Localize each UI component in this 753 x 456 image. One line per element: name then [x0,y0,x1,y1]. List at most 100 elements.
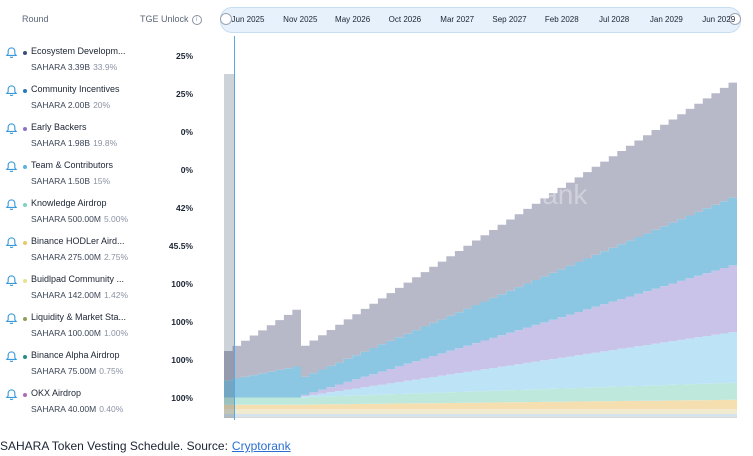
series-color-dot [23,89,27,93]
round-name: OKX Airdrop [31,388,82,398]
round-amount: SAHARA 100.00M 1.00% [31,328,128,338]
round-name: Community Incentives [31,84,120,94]
round-name: Knowledge Airdrop [31,198,107,208]
vesting-area-series [224,414,737,417]
range-start-handle[interactable] [220,13,232,25]
timeline-tick-label: Jun 2029 [702,15,736,24]
round-amount: SAHARA 275.00M 2.75% [31,252,128,262]
bell-icon[interactable] [5,198,18,212]
supply-share: 15% [93,176,111,186]
series-color-dot [23,279,27,283]
allocation-row[interactable]: Liquidity & Market Sta... SAHARA 100.00M 1… [0,311,222,349]
supply-share: 1.42% [103,290,129,300]
timeline-tick-label: Jun 2025 [231,15,265,24]
amount-value: SAHARA 75.00M [31,366,97,376]
amount-value: SAHARA 40.00M [31,404,97,414]
amount-value: SAHARA 1.50B [31,176,91,186]
allocation-row[interactable]: Knowledge Airdrop SAHARA 500.00M 5.00% 42% [0,197,222,235]
amount-value: SAHARA 3.39B [31,62,91,72]
amount-value: SAHARA 275.00M [31,252,101,262]
tge-unlock-value: 0% [180,127,193,137]
allocation-row[interactable]: Early Backers SAHARA 1.98B 19.8% 0% [0,121,222,159]
allocation-row[interactable]: Community Incentives SAHARA 2.00B 20% 25% [0,83,222,121]
tge-unlock-value: 100% [171,279,193,289]
timeline-range-slider[interactable]: Jun 2025 Nov 2025 May 2026 Oct 2026 Mar 2027… [220,7,741,33]
tge-unlock-value: 25% [175,51,193,61]
amount-value: SAHARA 2.00B [31,100,91,110]
timeline-tick-label: Jan 2029 [649,15,683,24]
allocation-row[interactable]: OKX Airdrop SAHARA 40.00M 0.40% 100% [0,387,222,425]
tge-unlock-label: TGE Unlock [140,14,189,24]
amount-value: SAHARA 500.00M [31,214,101,224]
vesting-area-series [224,399,737,410]
allocation-row[interactable]: Ecosystem Developm... SAHARA 3.39B 33.9% 25… [0,45,222,83]
chart-caption: SAHARA Token Vesting Schedule. Source: Cr… [0,439,291,453]
round-amount: SAHARA 2.00B 20% [31,100,110,110]
bell-icon[interactable] [5,46,18,60]
bell-icon[interactable] [5,274,18,288]
allocation-row[interactable]: Binance HODLer Aird... SAHARA 275.00M 2.75… [0,235,222,273]
amount-value: SAHARA 100.00M [31,328,101,338]
round-amount: SAHARA 142.00M 1.42% [31,290,128,300]
round-amount: SAHARA 500.00M 5.00% [31,214,128,224]
bell-icon[interactable] [5,122,18,136]
allocation-row[interactable]: Buidlpad Community ... SAHARA 142.00M 1.42… [0,273,222,311]
round-name: Ecosystem Developm... [31,46,126,56]
bell-icon[interactable] [5,312,18,326]
amount-value: SAHARA 1.98B [31,138,91,148]
round-name: Liquidity & Market Sta... [31,312,127,322]
timeline-tick-label: Nov 2025 [283,15,318,24]
cryptorank-link[interactable]: Cryptorank [231,439,291,453]
timeline-tick-label: Oct 2026 [388,15,422,24]
range-end-handle[interactable] [729,13,741,25]
round-name: Binance HODLer Aird... [31,236,125,246]
amount-value: SAHARA 142.00M [31,290,101,300]
supply-share: 0.75% [99,366,124,376]
vesting-area-series [224,409,737,414]
elapsed-period-shade [224,74,234,418]
tge-unlock-value: 100% [171,317,193,327]
info-icon[interactable]: i [191,14,202,25]
round-name: Binance Alpha Airdrop [31,350,120,360]
timeline-tick-label: Sep 2027 [492,15,527,24]
bell-icon[interactable] [5,388,18,402]
round-name: Early Backers [31,122,87,132]
allocation-row[interactable]: Binance Alpha Airdrop SAHARA 75.00M 0.75% 1… [0,349,222,387]
bell-icon[interactable] [5,160,18,174]
tge-unlock-value: 0% [180,165,193,175]
bell-icon[interactable] [5,350,18,364]
series-color-dot [23,317,27,321]
allocation-row[interactable]: Team & Contributors SAHARA 1.50B 15% 0% [0,159,222,197]
tge-unlock-value: 42% [175,203,193,213]
round-name: Team & Contributors [31,160,114,170]
vesting-area-series [224,382,737,405]
round-amount: SAHARA 1.50B 15% [31,176,110,186]
tge-unlock-value: 25% [175,89,193,99]
tge-unlock-value: 45.5% [168,241,193,251]
bell-icon[interactable] [5,236,18,250]
vesting-area-series [224,416,737,418]
round-name: Buidlpad Community ... [31,274,125,284]
supply-share: 19.8% [93,138,118,148]
timeline-tick-label: Jul 2028 [598,15,630,24]
round-amount: SAHARA 1.98B 19.8% [31,138,117,148]
vesting-area-series [224,330,737,398]
cryptorank-watermark: cryptorank [457,179,589,210]
supply-share: 33.9% [93,62,118,72]
supply-share: 5.00% [103,214,129,224]
supply-share: 1.00% [103,328,129,338]
vesting-area-series [224,262,737,398]
tge-unlock-value: 100% [171,355,193,365]
allocation-panel: Round TGE Unlock i Ecosystem Developm... S… [0,0,222,425]
series-color-dot [23,355,27,359]
series-color-dot [23,393,27,397]
round-amount: SAHARA 3.39B 33.9% [31,62,117,72]
tge-unlock-value: 100% [171,393,193,403]
series-color-dot [23,127,27,131]
bell-icon[interactable] [5,84,18,98]
series-color-dot [23,51,27,55]
tge-unlock-header: TGE Unlock i [140,14,202,25]
vesting-chart: cryptorank [224,36,737,420]
round-amount: SAHARA 75.00M 0.75% [31,366,123,376]
series-color-dot [23,241,27,245]
